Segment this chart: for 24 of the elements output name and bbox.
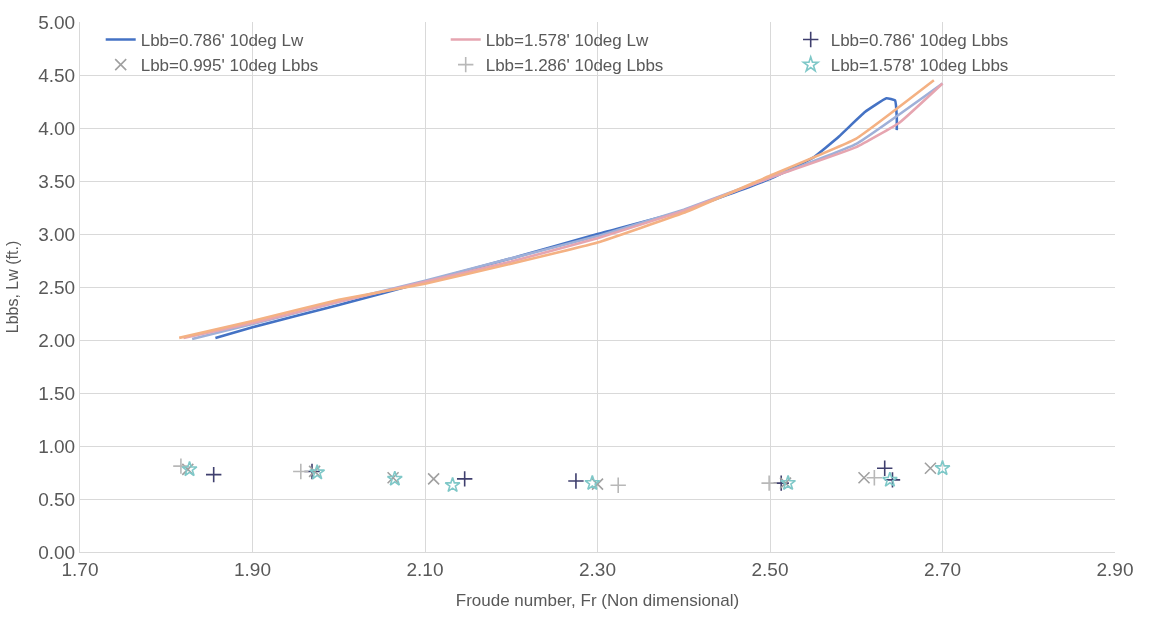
x-tick-label: 2.10	[406, 558, 444, 580]
y-tick-label: 1.00	[38, 435, 76, 457]
x-tick-label: 2.70	[924, 558, 961, 580]
x-tick-label: 2.90	[1096, 558, 1134, 580]
legend-label: Lbb=0.786' 10deg Lbbs	[830, 31, 1009, 51]
legend-label: Lbb=1.286' 10deg Lbbs	[485, 56, 664, 76]
legend-label: Lbb=0.786' 10deg Lw	[140, 31, 304, 51]
x-tick-label: 2.30	[579, 558, 616, 580]
legend-label: Lbb=0.995' 10deg Lbbs	[140, 56, 319, 76]
x-tick-label: 1.90	[234, 558, 271, 580]
y-axis-title: Lbbs, Lw (ft.)	[4, 240, 22, 334]
y-tick-label: 2.00	[38, 329, 76, 351]
y-tick-label: 3.00	[38, 223, 76, 245]
y-tick-label: 5.00	[38, 11, 76, 33]
y-tick-label: 1.50	[38, 382, 76, 404]
x-tick-label: 2.50	[751, 558, 789, 580]
y-tick-label: 4.00	[38, 117, 76, 139]
y-tick-label: 4.50	[38, 64, 76, 86]
legend-label: Lbb=1.578' 10deg Lbbs	[830, 56, 1009, 76]
x-axis-title: Froude number, Fr (Non dimensional)	[455, 591, 740, 611]
y-tick-label: 0.50	[38, 488, 76, 510]
y-tick-label: 2.50	[38, 276, 76, 298]
legend-label: Lbb=1.578' 10deg Lw	[485, 31, 649, 51]
y-tick-label: 3.50	[38, 170, 76, 192]
